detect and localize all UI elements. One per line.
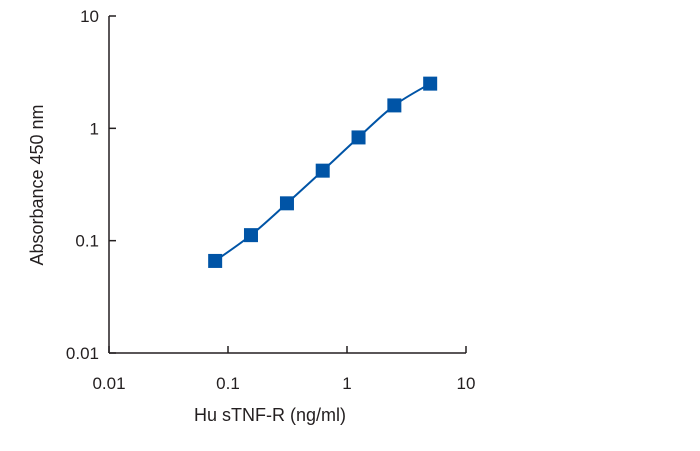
y-tick-label: 10 [80,7,99,26]
y-tick-label: 1 [90,119,99,138]
y-axis-title: Absorbance 450 nm [27,104,47,265]
x-tick-label: 0.01 [92,374,125,393]
y-tick-label: 0.1 [75,232,99,251]
x-tick-label: 10 [457,374,476,393]
x-tick-label: 1 [342,374,351,393]
data-point-square [423,76,438,91]
x-tick-label: 0.1 [216,374,240,393]
data-point-square [208,253,223,268]
data-point-square [351,130,366,145]
data-point-square [243,228,258,243]
x-ticks: 0.01 0.1 1 10 [92,346,475,393]
x-axis-title: Hu sTNF-R (ng/ml) [194,405,346,425]
data-point-square [279,196,294,211]
y-ticks: 0.01 0.1 1 10 [66,7,116,363]
data-markers [208,76,438,268]
y-tick-label: 0.01 [66,344,99,363]
data-point-square [387,98,402,113]
data-point-square [315,163,330,178]
